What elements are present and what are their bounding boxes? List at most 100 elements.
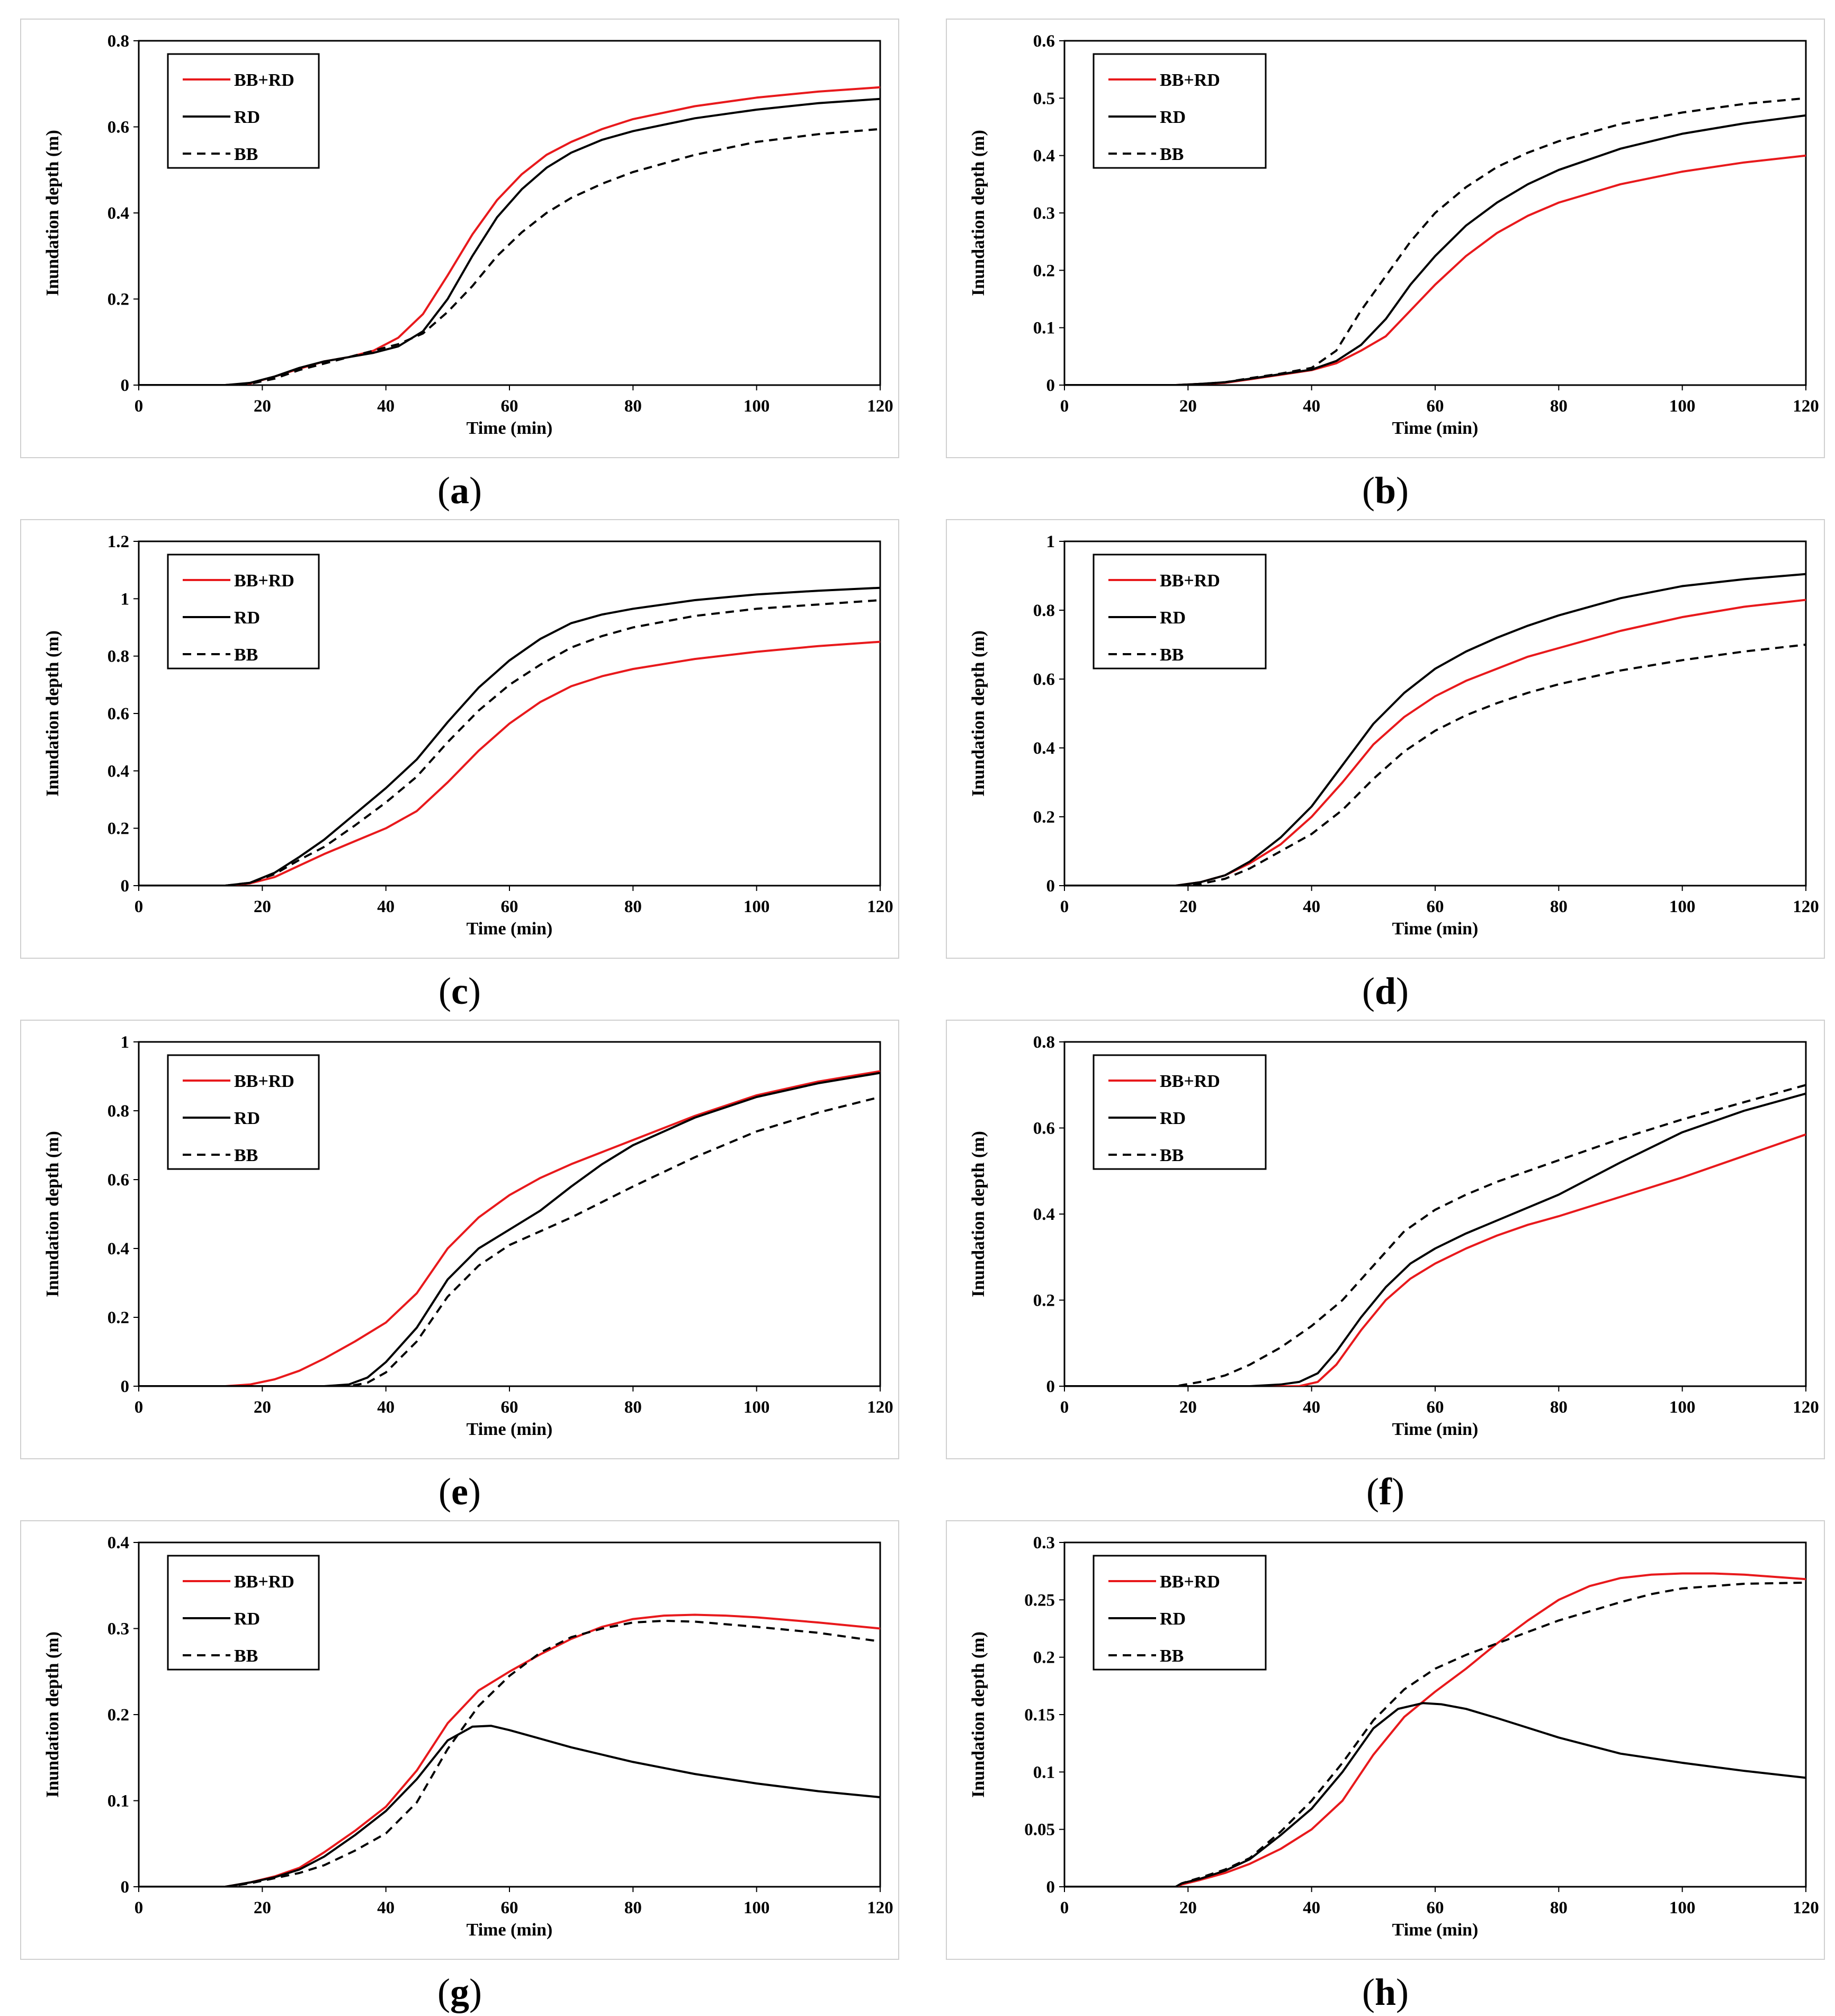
y-tick-label: 0.4 [1033,147,1055,166]
y-tick-label: 0.2 [1033,1291,1055,1310]
panel-caption: (e) [20,1470,899,1514]
legend: BB+RD RD BB [1093,53,1267,169]
legend-label: RD [1160,1109,1186,1128]
y-tick-label: 0.2 [1033,261,1055,280]
y-tick-label: 0.4 [1033,739,1055,758]
caption-paren-close: ) [468,970,481,1012]
y-tick-label: 0 [1046,1377,1055,1396]
x-tick-label: 0 [135,1898,144,1917]
x-axis-label: Time (min) [467,1420,553,1439]
y-tick-label: 0.3 [1033,204,1055,223]
panel-caption: (c) [20,969,899,1013]
legend-label: RD [234,608,260,628]
y-axis-label: Inundation depth (m) [43,1631,62,1798]
x-tick-label: 60 [1427,1898,1444,1917]
x-tick-label: 40 [377,1398,395,1417]
caption-paren-open: ( [437,1971,450,2013]
chart-svg-b: 0 0.1 0.2 0.3 0.4 0.5 0.6 0 20 40 60 80 100 120 Time (… [969,32,1819,438]
x-tick-label: 20 [1179,1898,1197,1917]
y-tick-label: 0.6 [1033,670,1055,689]
caption-paren-open: ( [1362,970,1375,1012]
x-tick-label: 100 [744,1898,770,1917]
y-tick-label: 0.4 [108,762,129,781]
x-tick-label: 0 [1060,897,1069,916]
series-line-rd [139,97,880,385]
legend-label: BB [234,1146,258,1165]
x-tick-label: 80 [1550,897,1568,916]
panel-caption: (b) [946,469,1825,513]
y-tick-label: 0.2 [108,1308,129,1327]
y-tick-label: 0.1 [1033,319,1055,338]
y-tick-label: 1.2 [108,532,129,551]
x-tick-label: 40 [1303,897,1320,916]
y-tick-label: 0.05 [1024,1821,1055,1840]
x-tick-label: 0 [1060,1398,1069,1417]
y-tick-label: 0.15 [1024,1706,1055,1725]
legend-label: BB+RD [234,1072,294,1091]
y-tick-label: 0.6 [108,704,129,724]
x-tick-label: 20 [1179,897,1197,916]
x-tick-label: 60 [501,1398,518,1417]
chart-svg-a: 0 0.2 0.4 0.6 0.8 0 20 40 60 80 100 120 Time (min) In… [43,32,893,438]
x-tick-label: 0 [135,397,144,416]
chart-svg-c: 0 0.2 0.4 0.6 0.8 1 1.2 0 20 40 60 80 100 120 Time (mi… [43,532,893,939]
chart-svg-f: 0 0.2 0.4 0.6 0.8 0 20 40 60 80 100 120 Time (min) In… [969,1033,1819,1439]
caption-paren-close: ) [468,1470,481,1513]
series-line-bb-rd [1064,154,1806,385]
y-tick-label: 0.6 [1033,1119,1055,1138]
caption-letter: e [451,1470,468,1513]
legend-label: BB+RD [234,571,294,591]
caption-paren-open: ( [437,469,450,512]
x-tick-label: 0 [135,897,144,916]
caption-paren-close: ) [469,1971,482,2013]
y-tick-label: 0 [121,1878,130,1897]
x-tick-label: 40 [1303,1898,1320,1917]
x-tick-label: 120 [1793,897,1819,916]
caption-paren-close: ) [1391,1470,1404,1513]
y-tick-label: 0.6 [108,1171,129,1190]
x-tick-label: 80 [624,897,642,916]
series-line-rd [139,1072,880,1386]
legend-label: RD [234,108,260,127]
caption-letter: d [1374,970,1397,1012]
chart-svg-d: 0 0.2 0.4 0.6 0.8 1 0 20 40 60 80 100 120 Time (min) I… [969,532,1819,939]
x-tick-label: 60 [501,397,518,416]
x-axis-label: Time (min) [467,919,553,939]
x-tick-label: 80 [1550,1398,1568,1417]
x-axis-label: Time (min) [467,1920,553,1940]
caption-paren-open: ( [1362,469,1375,512]
legend-label: BB+RD [1160,1072,1220,1091]
x-tick-label: 40 [1303,1398,1320,1417]
series-line-bb-rd [139,1613,880,1887]
chart-panel-a: 0 0.2 0.4 0.6 0.8 0 20 40 60 80 100 120 Time (min) In… [20,19,899,458]
legend: BB+RD RD BB [167,53,320,169]
y-tick-label: 1 [121,590,130,609]
y-tick-label: 0.4 [108,204,129,223]
series-line-bb-rd [1064,1133,1806,1386]
panel-caption: (a) [20,469,899,513]
series-line-bb [139,1096,880,1386]
x-tick-label: 100 [1669,1398,1696,1417]
x-tick-label: 80 [624,1898,642,1917]
series-line-bb [1064,1084,1806,1386]
x-axis-label: Time (min) [1392,1920,1479,1940]
series-line-rd [139,586,880,886]
series-line-bb-rd [1064,1572,1806,1887]
y-tick-label: 0 [1046,877,1055,896]
series-line-bb [139,1619,880,1887]
legend-label: RD [1160,608,1186,628]
y-tick-label: 0.2 [1033,808,1055,827]
x-tick-label: 100 [1669,897,1696,916]
series-line-rd [139,1725,880,1887]
legend: BB+RD RD BB [1093,1054,1267,1170]
caption-paren-open: ( [1366,1470,1379,1513]
legend-label: BB [234,1646,258,1666]
panel-caption: (g) [20,1970,899,2014]
series-line-rd [1064,1092,1806,1386]
x-tick-label: 40 [377,1898,395,1917]
series-line-bb [1064,1581,1806,1887]
chart-panel-c: 0 0.2 0.4 0.6 0.8 1 1.2 0 20 40 60 80 100 120 Time (mi… [20,519,899,959]
y-tick-label: 0.4 [108,1533,129,1553]
caption-letter: c [451,970,468,1012]
caption-letter: a [450,469,469,512]
